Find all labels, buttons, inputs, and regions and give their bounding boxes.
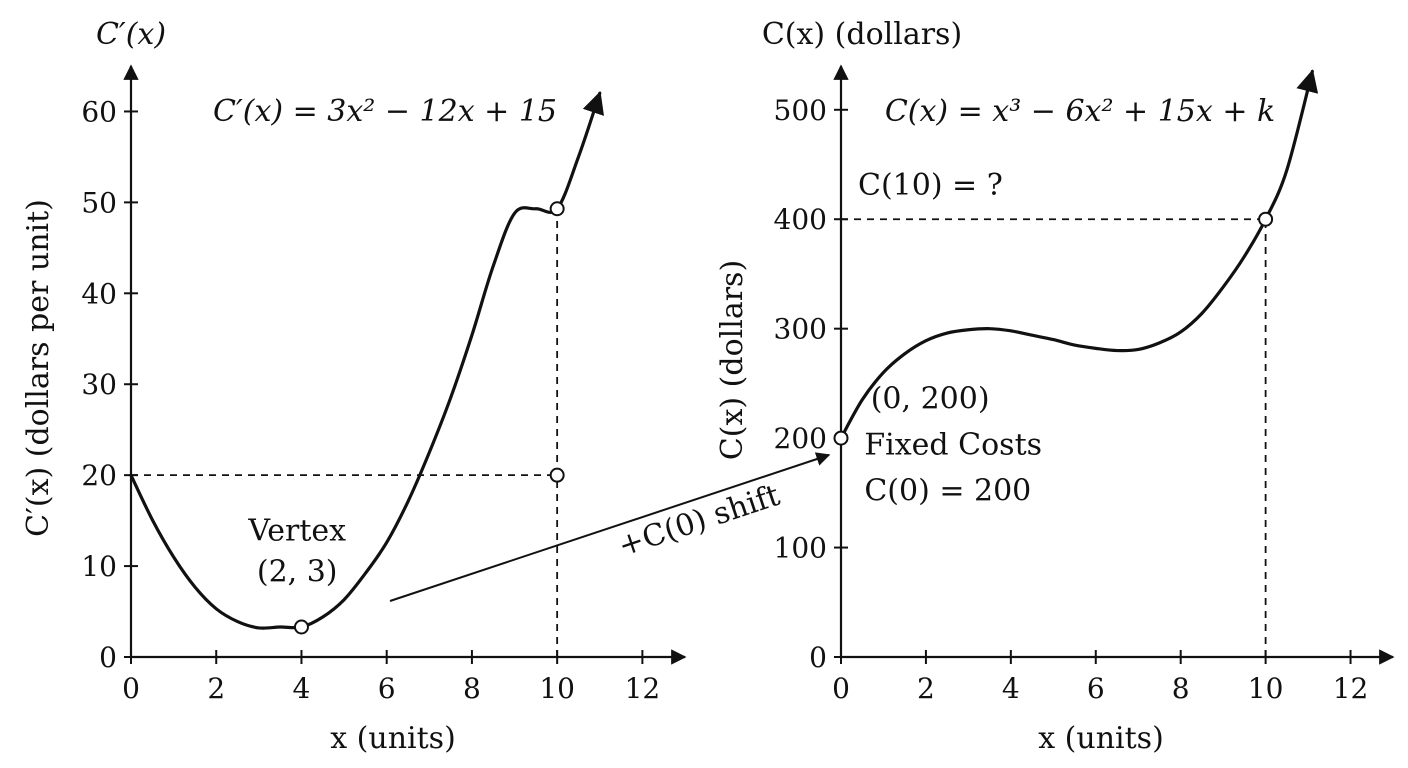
total-cost-annotation: C(0) = 200 [864, 473, 1031, 508]
marginal-cost-curve [129, 91, 604, 630]
shift-connector: +C(0) shift [389, 452, 831, 602]
marginal-cost-annotations: Vertex (2, 3) [247, 514, 346, 590]
marginal-cost-chart: 0 2 4 6 8 10 12 0 10 20 30 40 50 60 Vertex (2, 3) C′(… [21, 17, 687, 756]
marginal-cost-y-tick-label: 50 [81, 186, 117, 219]
marginal-cost-x-tick-label: 12 [625, 672, 661, 705]
shift-label: +C(0) shift [614, 478, 784, 564]
marginal-cost-y-ticks: 0 10 20 30 40 50 60 [81, 95, 138, 674]
total-cost-point [833, 430, 849, 446]
total-cost-x-tick-label: 12 [1333, 672, 1369, 705]
total-cost-annotations: C(10) = ? (0, 200) Fixed Costs C(0) = 200 [858, 168, 1042, 508]
marginal-cost-y-tick-label: 40 [81, 277, 117, 310]
total-cost-y-tick-label: 300 [774, 313, 827, 346]
total-cost-y-axis-label: C(x) (dollars) [715, 260, 750, 460]
marginal-cost-y-tick-label: 30 [81, 368, 117, 401]
total-cost-x-ticks: 0 2 4 6 8 10 12 [832, 650, 1368, 705]
total-cost-x-tick-label: 10 [1248, 672, 1284, 705]
marginal-cost-point [293, 619, 309, 635]
total-cost-point [1258, 211, 1274, 227]
marginal-cost-x-tick-label: 4 [293, 672, 311, 705]
total-cost-annotation: (0, 200) [871, 382, 990, 417]
marginal-cost-x-axis-label: x (units) [330, 721, 456, 756]
total-cost-y-axis-top-label: C(x) (dollars) [762, 17, 962, 52]
marginal-cost-y-tick-label: 0 [99, 641, 117, 674]
total-cost-y-tick-label: 200 [774, 422, 827, 455]
marginal-cost-x-tick-label: 2 [207, 672, 225, 705]
marginal-cost-equation: C′(x) = 3x² − 12x + 15 [213, 94, 557, 129]
total-cost-x-tick-label: 2 [917, 672, 935, 705]
total-cost-curve [839, 69, 1319, 440]
marginal-cost-x-ticks: 0 2 4 6 8 10 12 [122, 650, 660, 705]
total-cost-reference-lines [841, 218, 1267, 657]
total-cost-annotation: Fixed Costs [864, 428, 1042, 463]
marginal-cost-y-axis-label: C′(x) (dollars per unit) [21, 199, 56, 537]
marginal-cost-x-tick-label: 6 [378, 672, 396, 705]
total-cost-x-axis-label: x (units) [1038, 721, 1164, 756]
marginal-cost-point [549, 467, 565, 483]
total-cost-equation: C(x) = x³ − 6x² + 15x + k [885, 94, 1275, 129]
total-cost-y-tick-label: 400 [774, 203, 827, 236]
marginal-cost-x-tick-label: 10 [539, 672, 575, 705]
marginal-cost-y-tick-label: 60 [81, 95, 117, 128]
marginal-cost-annotation: (2, 3) [257, 555, 338, 590]
total-cost-annotation: C(10) = ? [858, 168, 1003, 203]
marginal-cost-axes [123, 64, 687, 665]
total-cost-axes [833, 64, 1395, 665]
total-cost-x-tick-label: 4 [1002, 672, 1020, 705]
marginal-cost-annotation: Vertex [247, 514, 346, 549]
marginal-cost-x-tick-label: 8 [463, 672, 481, 705]
marginal-cost-points [293, 201, 565, 635]
marginal-cost-point [549, 201, 565, 217]
total-cost-y-tick-label: 0 [809, 641, 827, 674]
marginal-cost-reference-lines [131, 208, 559, 657]
total-cost-y-ticks: 0 100 200 300 400 500 [774, 94, 848, 674]
total-cost-x-tick-label: 0 [832, 672, 850, 705]
total-cost-points [833, 211, 1274, 446]
marginal-cost-x-tick-label: 0 [122, 672, 140, 705]
total-cost-y-tick-label: 500 [774, 94, 827, 127]
marginal-cost-y-tick-label: 10 [81, 550, 117, 583]
total-cost-chart: 0 2 4 6 8 10 12 0 100 200 300 400 500 C(10) = ? (0, … [715, 17, 1395, 756]
marginal-cost-y-tick-label: 20 [81, 459, 117, 492]
shift-arrow [389, 452, 831, 602]
total-cost-x-tick-label: 8 [1172, 672, 1190, 705]
total-cost-y-tick-label: 100 [774, 532, 827, 565]
marginal-cost-y-axis-top-label: C′(x) [96, 17, 166, 52]
total-cost-x-tick-label: 6 [1087, 672, 1105, 705]
